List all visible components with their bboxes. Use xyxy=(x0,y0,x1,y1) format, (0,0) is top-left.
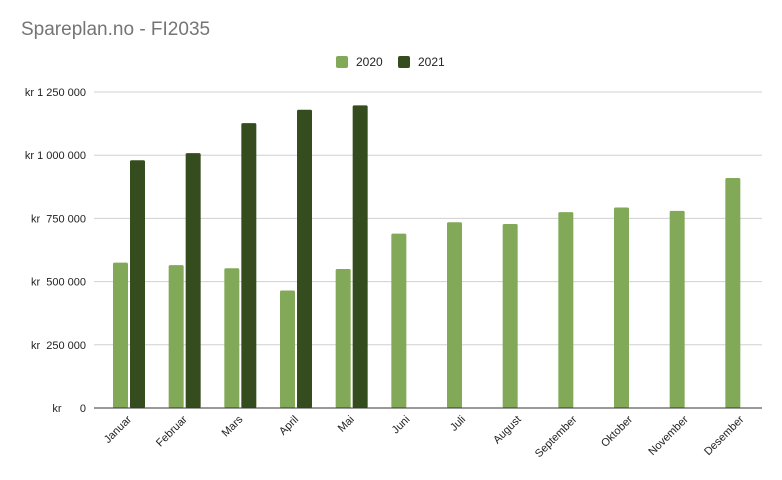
x-tick-label: Juni xyxy=(390,414,413,437)
x-tick-label: April xyxy=(277,414,301,438)
x-tick-label: Mai xyxy=(336,414,357,435)
y-tick-label: kr 500 000 xyxy=(31,277,86,289)
legend-item-2021: 2021 xyxy=(398,55,445,69)
bar-2020 xyxy=(391,233,407,408)
bar-2020 xyxy=(168,265,184,408)
x-tick-label: Februar xyxy=(154,413,190,449)
bar-2021 xyxy=(352,105,368,408)
bar-2020 xyxy=(558,212,574,408)
bar-2020 xyxy=(502,223,518,408)
bar-2020 xyxy=(669,210,685,408)
bar-2020 xyxy=(280,290,295,408)
x-tick-label: November xyxy=(646,413,691,458)
chart-title: Spareplan.no - FI2035 xyxy=(21,19,211,40)
x-tick-label: Januar xyxy=(102,413,135,446)
bar-2021 xyxy=(185,153,201,408)
x-tick-label: Juli xyxy=(448,414,468,434)
x-tick-label: September xyxy=(533,413,580,460)
y-tick-label: kr 0 xyxy=(52,403,86,415)
y-tick-label: kr 750 000 xyxy=(31,213,86,225)
bar-2021 xyxy=(130,160,145,408)
y-tick-label: kr 1 250 000 xyxy=(25,87,86,99)
x-tick-label: August xyxy=(491,414,524,447)
bar-2021 xyxy=(241,123,257,409)
bar-2020 xyxy=(447,222,462,408)
bar-2020 xyxy=(113,262,128,408)
bar-2021 xyxy=(297,109,312,409)
legend-swatch-2020 xyxy=(336,56,348,68)
x-tick-label: Desember xyxy=(702,413,747,458)
y-tick-label: kr 250 000 xyxy=(31,340,86,352)
legend-label-2020: 2020 xyxy=(356,55,383,69)
bar-2020 xyxy=(614,207,629,408)
y-tick-label: kr 1 000 000 xyxy=(25,150,86,162)
x-tick-label: Mars xyxy=(220,413,246,439)
bar-2020 xyxy=(224,268,240,408)
legend-swatch-2021 xyxy=(398,56,410,68)
legend-label-2021: 2021 xyxy=(418,55,445,69)
bar-2020 xyxy=(335,268,351,408)
bar-2020 xyxy=(725,177,741,408)
legend-item-2020: 2020 xyxy=(336,55,383,69)
x-tick-label: Oktober xyxy=(599,413,635,449)
chart-legend: 2020 2021 xyxy=(0,55,782,71)
